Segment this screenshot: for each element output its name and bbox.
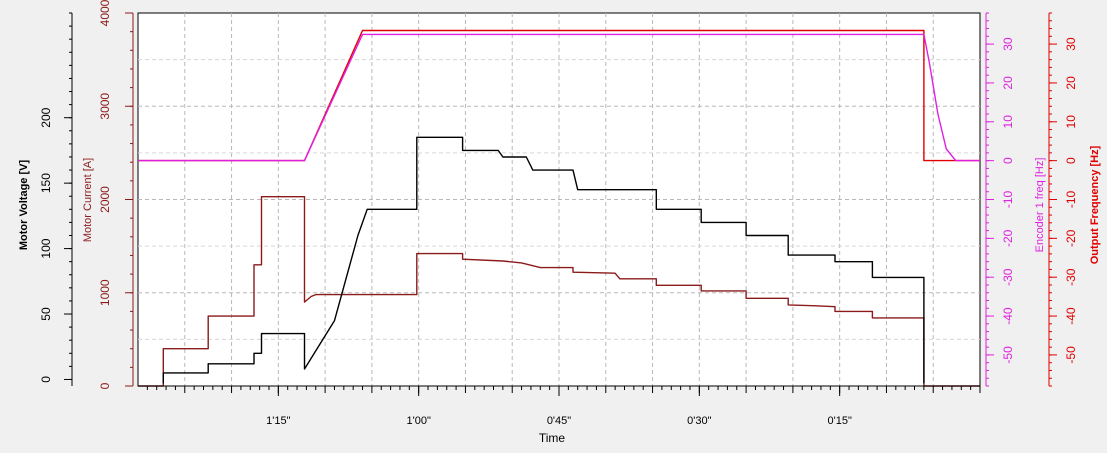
- y-tick-label: -40: [1064, 307, 1078, 325]
- x-tick-label: 1'00": [406, 415, 430, 427]
- voltage-axis-title: Motor Voltage [V]: [18, 160, 30, 251]
- x-minor-ticks: [146, 386, 981, 393]
- series-line-encoder: [138, 33, 980, 162]
- series-line-current: [138, 195, 980, 387]
- y-tick-label: 30: [1001, 37, 1015, 51]
- y-tick-label: -20: [1064, 229, 1078, 247]
- y-tick-label: -50: [1001, 346, 1015, 364]
- y-tick-label: 150: [39, 173, 53, 193]
- y-tick-label: 100: [39, 238, 53, 258]
- y-tick-label: 30: [1064, 37, 1078, 51]
- y-tick-label: 0: [98, 382, 112, 389]
- encoder-axis-title: Encoder 1 freq [Hz]: [1034, 158, 1046, 253]
- grid: [138, 13, 980, 386]
- voltage-axis-ticks: 0 50 100 150 200: [39, 12, 72, 383]
- y-tick-label: 1000: [98, 279, 112, 306]
- series-line-voltage: [162, 136, 925, 384]
- encoder-axis-ticks: -50 -40 -30 -20 -10 0 10 20 30: [986, 12, 1015, 387]
- y-tick-label: 200: [39, 107, 53, 127]
- y-tick-label: 0: [1001, 157, 1015, 164]
- y-tick-label: 0: [1064, 157, 1078, 164]
- x-tick-label: 1'15": [266, 415, 290, 427]
- series-group: [138, 29, 980, 387]
- x-tick-label: 0'15": [827, 415, 851, 427]
- y-tick-label: -20: [1001, 229, 1015, 247]
- x-axis-title: Time: [539, 431, 566, 445]
- y-tick-label: 4000: [98, 0, 112, 26]
- y-tick-label: 3000: [98, 93, 112, 120]
- y-tick-label: -10: [1064, 191, 1078, 209]
- y-tick-label: -10: [1001, 191, 1015, 209]
- y-tick-label: -30: [1001, 268, 1015, 286]
- current-axis-ticks: 0 1000 2000 3000 4000: [98, 0, 133, 389]
- current-axis-title: Motor Current [A]: [82, 158, 94, 242]
- y-tick-label: -50: [1064, 346, 1078, 364]
- y-tick-label: 10: [1064, 115, 1078, 129]
- output-axis-title: Output Frequency [Hz]: [1089, 145, 1101, 264]
- y-tick-label: 10: [1001, 115, 1015, 129]
- y-tick-label: 50: [39, 307, 53, 321]
- y-tick-label: 20: [1064, 76, 1078, 90]
- x-ticks: 1'15" 1'00" 0'45" 0'30" 0'15": [266, 386, 852, 427]
- output-axis-ticks: -50 -40 -30 -20 -10 0 10 20 30: [1049, 12, 1078, 387]
- y-tick-label: 0: [39, 376, 53, 383]
- y-tick-label: -30: [1064, 268, 1078, 286]
- x-tick-label: 0'45": [547, 415, 571, 427]
- y-tick-label: 2000: [98, 186, 112, 213]
- x-tick-label: 0'30": [687, 415, 711, 427]
- y-tick-label: -40: [1001, 307, 1015, 325]
- y-tick-label: 20: [1001, 76, 1015, 90]
